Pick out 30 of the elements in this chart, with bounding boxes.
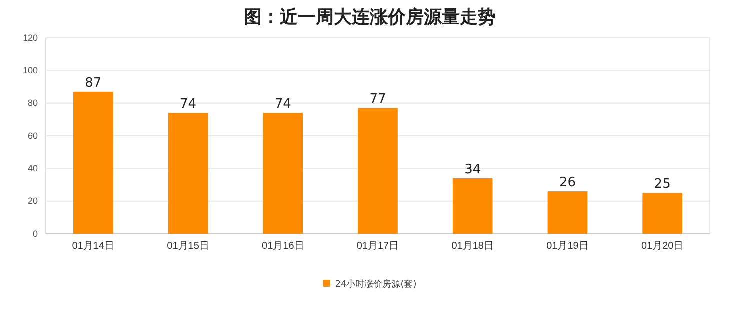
data-label: 25	[654, 177, 671, 192]
bar	[548, 192, 588, 234]
x-tick-label: 01月15日	[167, 241, 210, 252]
data-label: 87	[85, 76, 102, 91]
data-label: 74	[180, 97, 197, 112]
data-label: 77	[370, 92, 386, 108]
x-tick-label: 01月18日	[452, 241, 494, 252]
x-tick-label: 01月17日	[356, 241, 400, 252]
y-tick-label: 120	[22, 32, 38, 43]
y-tick-label: 0	[32, 228, 38, 239]
bar	[74, 92, 114, 234]
chart-title: 图：近一周大连涨价房源量走势	[244, 7, 496, 28]
x-tick-label: 01月20日	[641, 241, 684, 252]
y-tick-label: 40	[28, 164, 38, 174]
bar	[452, 178, 493, 234]
bar	[168, 113, 208, 234]
bar	[642, 193, 682, 234]
data-label: 26	[559, 176, 576, 191]
legend-label: 24小时涨价房源(套)	[335, 279, 417, 290]
x-tick-label: 01月14日	[72, 241, 115, 252]
bar	[358, 108, 398, 234]
x-tick-label: 01月19日	[546, 241, 589, 252]
data-label: 74	[274, 97, 292, 112]
y-tick-label: 60	[28, 130, 38, 141]
data-label: 34	[464, 162, 482, 178]
y-tick-label: 20	[28, 196, 38, 206]
y-tick-label: 100	[22, 66, 38, 76]
y-tick-label: 80	[28, 98, 38, 108]
x-tick-label: 01月16日	[262, 241, 304, 252]
bar	[263, 113, 304, 234]
